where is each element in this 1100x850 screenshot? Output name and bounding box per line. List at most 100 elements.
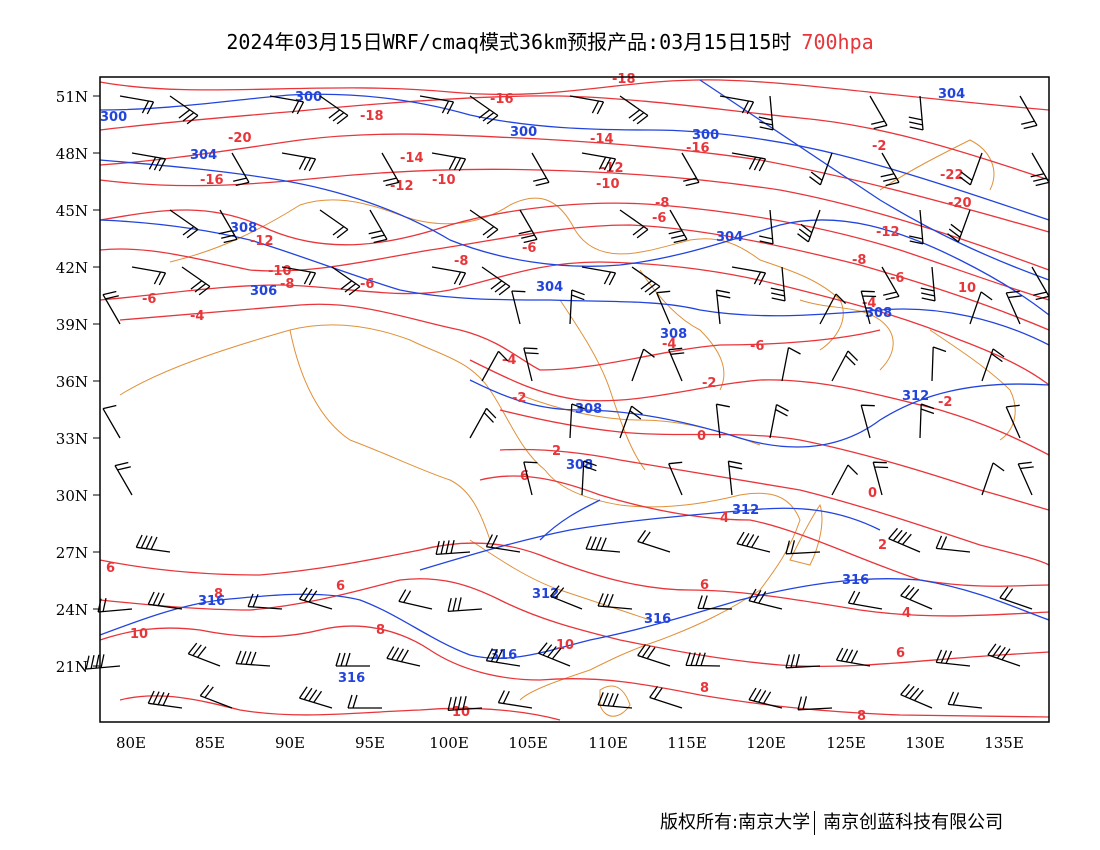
wind-barb	[785, 653, 821, 669]
wind-barb	[797, 209, 821, 243]
wind-barb	[469, 95, 499, 125]
wind-barb	[1005, 290, 1022, 325]
wind-barb	[619, 95, 649, 125]
wind-barb	[715, 289, 731, 325]
wind-barb	[947, 209, 971, 243]
wind-barb	[880, 152, 900, 187]
temp-label: -22	[940, 168, 964, 183]
height-label: 308	[230, 221, 257, 236]
wind-barb	[987, 643, 1021, 667]
lon-label: 130E	[905, 734, 945, 752]
temp-label: 0	[697, 429, 706, 444]
wind-barb	[872, 461, 889, 496]
wind-barb	[769, 404, 789, 439]
wind-barb	[731, 152, 767, 172]
temp-label: -8	[280, 277, 294, 292]
wind-barb	[819, 293, 847, 325]
wind-barb	[169, 95, 199, 125]
temp-label: -14	[590, 132, 614, 147]
wind-barb	[668, 209, 688, 244]
title-level: 700hpa	[801, 30, 874, 54]
wind-barb	[85, 654, 121, 670]
wind-barbs-layer	[85, 95, 1050, 712]
wind-barb	[697, 595, 733, 610]
wind-barb	[102, 290, 121, 325]
wind-barb	[523, 347, 539, 382]
height-label: 306	[250, 284, 277, 299]
height-label: 300	[692, 128, 719, 143]
wind-barb	[831, 350, 859, 382]
wind-barb	[537, 642, 571, 667]
temp-label: -8	[655, 196, 669, 211]
lat-label: 48N	[56, 145, 88, 163]
temp-label: 10	[958, 281, 976, 296]
temp-label: 8	[700, 681, 709, 696]
wind-barb	[881, 266, 900, 301]
lon-label: 90E	[275, 734, 305, 752]
wind-barb	[860, 404, 875, 439]
wind-barb	[900, 584, 933, 610]
wind-barb	[637, 644, 671, 667]
wind-barb	[656, 290, 671, 325]
wind-barb	[649, 686, 683, 709]
footer-divider	[814, 811, 816, 835]
wind-barb	[469, 407, 497, 439]
temp-label: 2	[552, 444, 561, 459]
temp-label: 8	[214, 587, 223, 602]
temp-label: 6	[700, 578, 709, 593]
wind-barb	[431, 266, 467, 286]
height-label: 300	[100, 110, 127, 125]
wind-barb	[235, 650, 271, 667]
wind-barb	[809, 152, 833, 186]
height-label: 316	[644, 612, 671, 627]
lon-label: 95E	[355, 734, 385, 752]
copyright-right: 南京创蓝科技有限公司	[823, 812, 1004, 833]
temp-label: -16	[200, 173, 224, 188]
height-label: 316	[198, 594, 225, 609]
wind-barb	[331, 266, 361, 296]
lat-label: 33N	[56, 430, 88, 448]
wind-barb	[169, 209, 199, 239]
height-label: 300	[510, 125, 537, 140]
wind-barb	[269, 95, 305, 115]
wind-barb	[481, 350, 509, 382]
wind-barb	[581, 266, 617, 286]
temp-label: -6	[142, 292, 156, 307]
wind-barb	[900, 683, 933, 709]
temp-label: -12	[600, 161, 624, 176]
wind-barb	[935, 649, 971, 667]
temp-label: 10	[130, 627, 148, 642]
temp-label: -8	[852, 253, 866, 268]
temp-label: -2	[938, 395, 952, 410]
temp-label: -4	[662, 337, 676, 352]
lat-label: 30N	[56, 487, 88, 505]
height-label: 316	[338, 671, 365, 686]
wind-barb	[919, 403, 935, 439]
wind-barb	[298, 587, 333, 610]
wind-barb	[959, 152, 983, 186]
wind-barb	[298, 686, 333, 709]
wind-barb	[419, 95, 455, 115]
wind-barb	[597, 692, 633, 709]
lat-label: 51N	[56, 88, 88, 106]
height-label: 312	[732, 503, 759, 518]
wind-barb	[218, 209, 238, 244]
copyright-left: 版权所有:南京大学	[660, 812, 811, 833]
wind-barb	[131, 152, 167, 172]
wind-barb	[797, 696, 833, 711]
wind-barb	[888, 527, 921, 553]
height-label: 316	[842, 573, 869, 588]
wind-barb	[869, 95, 888, 130]
wind-barb	[748, 687, 783, 709]
wind-barb	[999, 586, 1033, 610]
wind-barb	[147, 690, 183, 709]
wind-barb	[931, 346, 947, 382]
wind-barb	[187, 642, 221, 667]
wind-barb	[199, 684, 233, 709]
wind-barb	[181, 266, 211, 296]
wind-barb	[1017, 461, 1034, 496]
temp-label: -10	[596, 177, 620, 192]
wind-barb	[485, 534, 521, 553]
wind-barb	[770, 266, 786, 302]
temp-label: 6	[336, 579, 345, 594]
